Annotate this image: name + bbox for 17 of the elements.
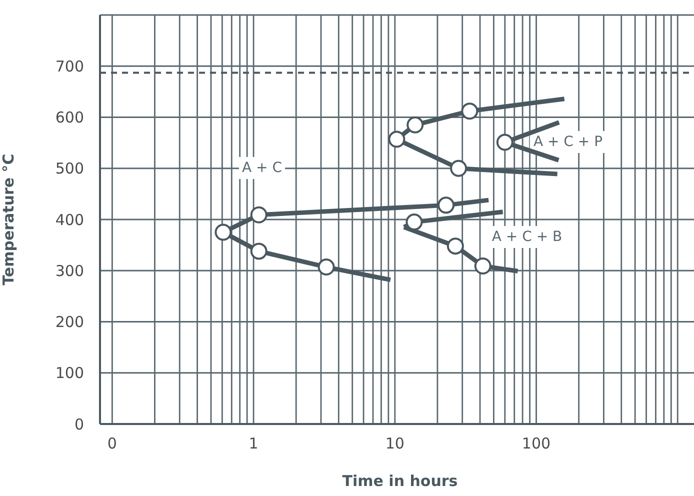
annotation: A + C + P: [533, 134, 603, 150]
x-tick-label: 10: [385, 434, 404, 453]
x-tick-label: 100: [522, 434, 551, 453]
x-tick-label: 0: [107, 434, 117, 453]
y-tick-label: 200: [55, 313, 84, 332]
y-tick-label: 100: [55, 364, 84, 382]
y-tick-label: 0: [74, 415, 84, 434]
y-tick-label: 400: [55, 210, 84, 229]
y-tick-label: 300: [55, 262, 84, 280]
annotation: A + C + B: [492, 229, 562, 245]
y-tick-label: 600: [55, 108, 84, 127]
y-tick-label: 700: [55, 57, 84, 76]
y-axis-title: Temperature °C: [0, 154, 18, 286]
annotation: A + C: [242, 160, 282, 176]
x-axis-title: Time in hours: [342, 472, 458, 490]
y-tick-label: 500: [55, 160, 84, 178]
x-tick-label: 1: [248, 434, 258, 453]
